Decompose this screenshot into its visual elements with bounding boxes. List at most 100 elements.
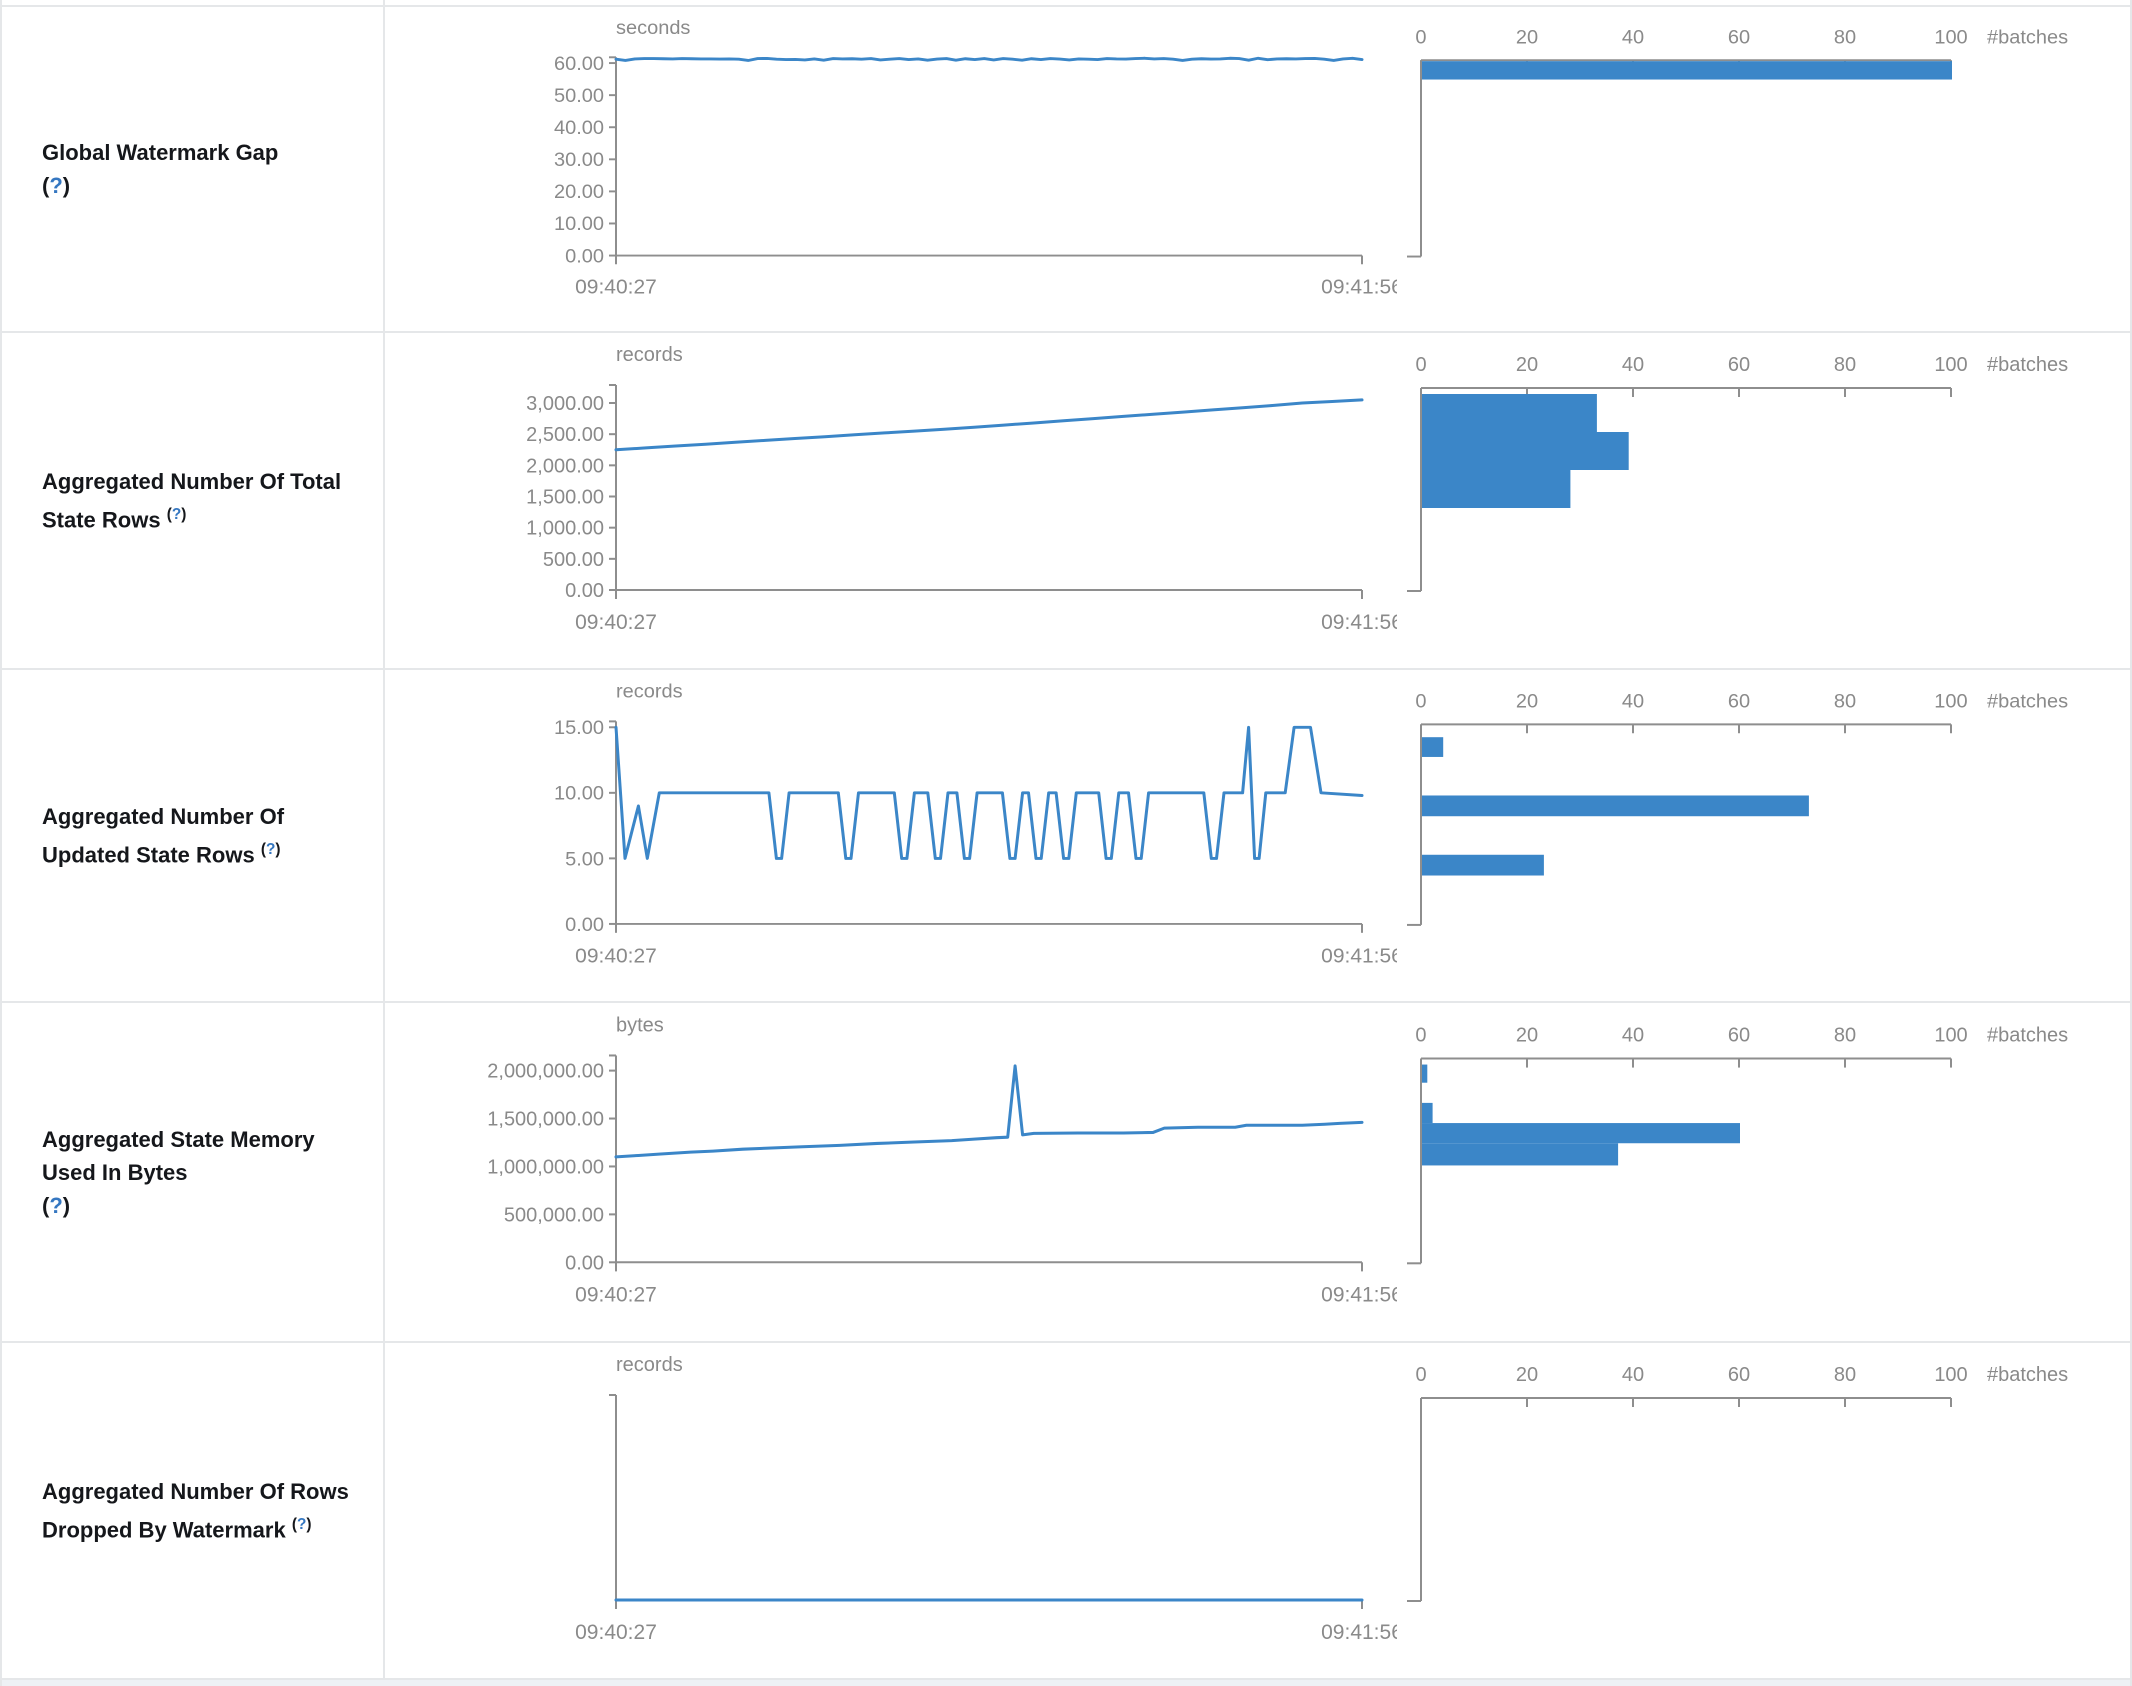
y-tick-label: 3,000.00 — [526, 393, 604, 415]
metric-title: Aggregated Number Of Total State Rows — [42, 468, 342, 533]
histogram-tick-label: 40 — [1622, 1024, 1644, 1046]
help-link[interactable]: ? — [49, 173, 63, 198]
y-tick-label: 60.00 — [554, 53, 604, 75]
histogram-tick-label: 40 — [1622, 691, 1644, 713]
y-tick-label: 1,500.00 — [526, 487, 604, 509]
histogram-tick-label: 0 — [1415, 1024, 1426, 1046]
y-tick-label: 5.00 — [565, 848, 604, 870]
histogram-bar — [1422, 1123, 1740, 1144]
histogram-tick-label: 20 — [1516, 1364, 1538, 1386]
metric-label: Global Watermark Gap (?) — [42, 136, 354, 202]
x-axis-end-label: 09:41:56 — [1321, 1621, 1397, 1644]
timeline-y-axis — [609, 384, 617, 591]
histogram-x-axis — [1407, 59, 1952, 258]
x-axis-end-label: 09:41:56 — [1321, 945, 1397, 968]
timeline-chart: bytes 0.00 500,000.00 1,000,000.00 1,500,000… — [487, 1014, 1397, 1307]
timeline-series-line — [614, 56, 1364, 62]
histogram-tick-label: 80 — [1834, 354, 1856, 376]
histogram-tick-label: 0 — [1415, 691, 1426, 713]
table-header-sliver — [2, 0, 2130, 7]
metric-row: Aggregated State Memory Used In Bytes (?)… — [2, 1003, 2130, 1343]
histogram-tick-label: 80 — [1834, 1024, 1856, 1046]
histogram-tick-label: 0 — [1415, 27, 1426, 49]
help-link[interactable]: ? — [296, 1515, 307, 1533]
x-axis-end-label: 09:41:56 — [1321, 1284, 1397, 1307]
histogram-tick-label: 60 — [1728, 27, 1750, 49]
metric-label-cell: Aggregated Number Of Rows Dropped By Wat… — [2, 1343, 385, 1678]
y-tick-label: 50.00 — [554, 85, 604, 107]
metric-title: Aggregated Number Of Updated State Rows — [42, 803, 285, 868]
help-marker: (?) — [291, 1515, 312, 1533]
histogram-bars — [1422, 394, 1629, 508]
x-axis-end-label: 09:41:56 — [1321, 611, 1397, 634]
y-tick-label: 2,000,000.00 — [487, 1061, 604, 1083]
x-axis-start-label: 09:40:27 — [575, 1621, 657, 1644]
y-tick-label: 0.00 — [565, 1252, 604, 1274]
histogram-chart: 0 20 40 60 80 100 #batches — [1407, 1364, 2068, 1602]
histogram-bar — [1422, 1064, 1428, 1083]
timeline-series-line — [614, 725, 1364, 860]
timeline-unit-label: records — [616, 681, 683, 703]
x-axis-start-label: 09:40:27 — [575, 945, 657, 968]
histogram-chart: 0 20 40 60 80 100 #batches — [1407, 691, 2068, 926]
histogram-bar — [1422, 854, 1544, 876]
histogram-x-axis — [1407, 723, 1952, 926]
metric-label: Aggregated Number Of Updated State Rows … — [42, 800, 354, 871]
histogram-tick-label: 60 — [1728, 691, 1750, 713]
histogram-cell: 0 20 40 60 80 100 #batches — [1397, 1343, 2130, 1678]
histogram-tick-label: 100 — [1934, 1364, 1967, 1386]
histogram-unit-label: #batches — [1987, 691, 2068, 713]
histogram-tick-label: 20 — [1516, 354, 1538, 376]
histogram-chart: 0 20 40 60 80 100 #batches — [1407, 27, 2068, 258]
help-link[interactable]: ? — [265, 840, 276, 858]
metric-row: Aggregated Number Of Rows Dropped By Wat… — [2, 1343, 2130, 1680]
histogram-chart: 0 20 40 60 80 100 #batches — [1407, 354, 2068, 592]
histogram-tick-label: 100 — [1934, 1024, 1967, 1046]
histogram-tick-label: 100 — [1934, 27, 1967, 49]
y-tick-label: 1,000.00 — [526, 518, 604, 540]
histogram-bars — [1422, 737, 1809, 876]
metric-label-cell: Aggregated State Memory Used In Bytes (?) — [2, 1003, 385, 1341]
histogram-tick-label: 100 — [1934, 354, 1967, 376]
metric-row: Aggregated Number Of Total State Rows (?… — [2, 333, 2130, 670]
help-link[interactable]: ? — [171, 505, 182, 523]
y-tick-label: 500.00 — [543, 549, 604, 571]
timeline-unit-label: bytes — [616, 1014, 664, 1036]
timeline-x-axis — [615, 922, 1363, 933]
timeline-unit-label: records — [616, 344, 683, 366]
metric-label: Aggregated Number Of Total State Rows (?… — [42, 465, 354, 536]
y-tick-label: 0.00 — [565, 246, 604, 268]
y-tick-label: 20.00 — [554, 181, 604, 203]
histogram-x-axis — [1407, 1057, 1952, 1265]
timeline-cell: bytes 0.00 500,000.00 1,000,000.00 1,500,000… — [385, 1003, 1397, 1341]
y-tick-label: 10.00 — [554, 783, 604, 805]
timeline-y-axis — [609, 720, 617, 925]
histogram-bar — [1422, 470, 1571, 508]
help-link[interactable]: ? — [49, 1192, 63, 1218]
histogram-cell: 0 20 40 60 80 100 #batches — [1397, 333, 2130, 668]
histogram-tick-label: 40 — [1622, 27, 1644, 49]
page-background-strip — [2, 1680, 2130, 1686]
histogram-tick-label: 0 — [1415, 1364, 1426, 1386]
histogram-cell: 0 20 40 60 80 100 #batches — [1397, 670, 2130, 1001]
metric-title: Aggregated Number Of Rows Dropped By Wat… — [42, 1478, 349, 1543]
timeline-y-axis — [609, 56, 617, 257]
histogram-tick-label: 60 — [1728, 354, 1750, 376]
timeline-chart: records 09:40:27 09:41:56 — [575, 1354, 1397, 1644]
histogram-tick-label: 60 — [1728, 1364, 1750, 1386]
histogram-bar — [1422, 737, 1444, 757]
timeline-cell: records 0.00 5.00 10.00 15.00 09:40:27 09:41:5… — [385, 670, 1397, 1001]
x-axis-start-label: 09:40:27 — [575, 1284, 657, 1307]
histogram-bars — [1422, 1064, 1740, 1166]
metric-label: Aggregated State Memory Used In Bytes (?) — [42, 1123, 354, 1222]
timeline-chart: records 0.00 5.00 10.00 15.00 09:40:27 09:41:5… — [554, 681, 1397, 968]
histogram-bar — [1422, 795, 1809, 817]
histogram-tick-label: 60 — [1728, 1024, 1750, 1046]
histogram-bar — [1422, 1143, 1619, 1166]
y-tick-label: 2,000.00 — [526, 455, 604, 477]
metric-rows-container: Global Watermark Gap (?) seconds 0.00 10.00 2… — [2, 7, 2130, 1680]
y-tick-label: 2,500.00 — [526, 424, 604, 446]
histogram-bar — [1422, 61, 1952, 80]
histogram-unit-label: #batches — [1987, 354, 2068, 376]
